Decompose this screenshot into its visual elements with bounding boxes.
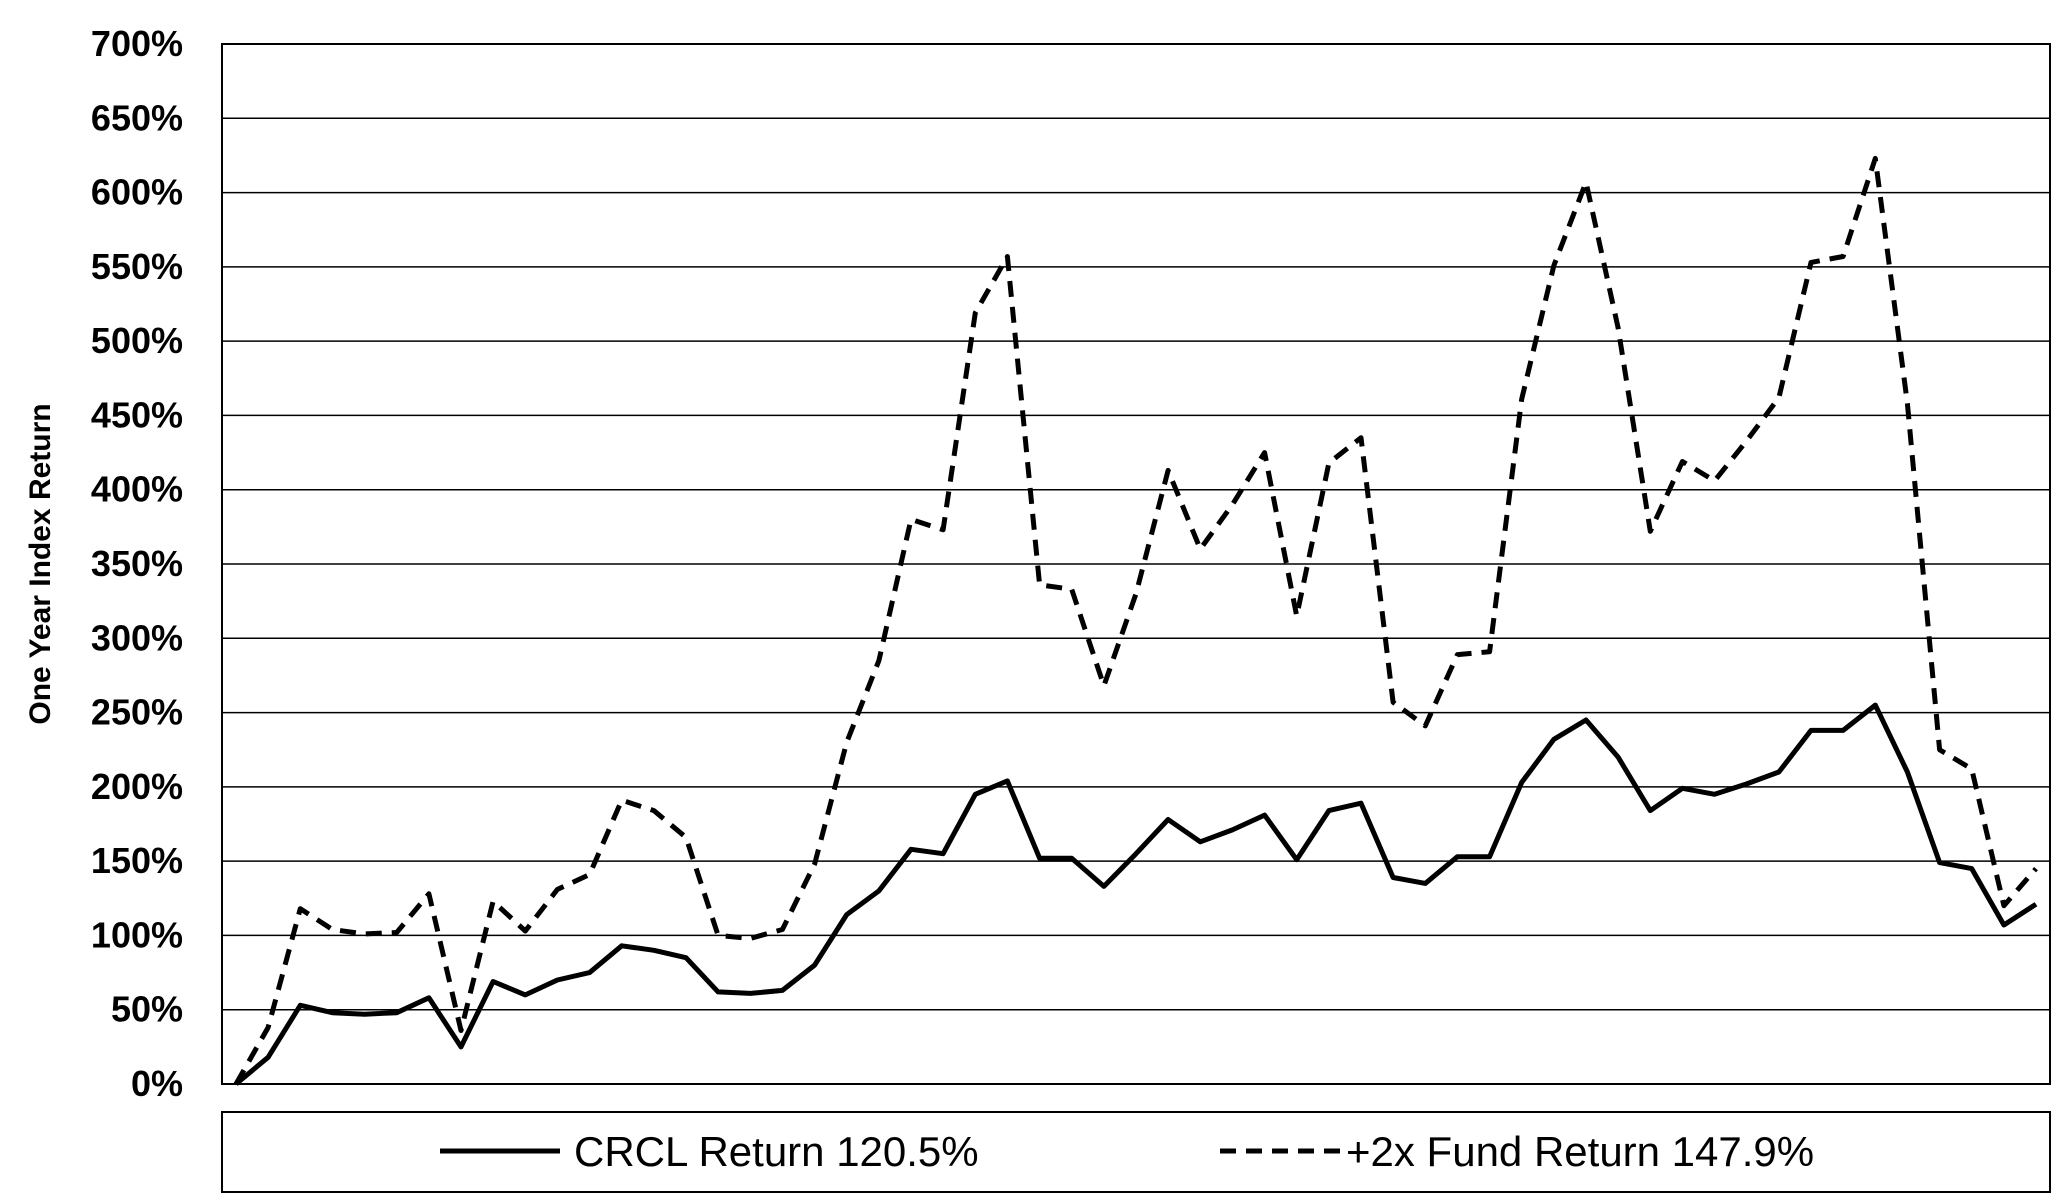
- y-tick-label: 450%: [91, 394, 183, 435]
- y-tick-label: 300%: [91, 617, 183, 658]
- legend-label-fund: +2x Fund Return 147.9%: [1346, 1128, 1814, 1175]
- y-tick-labels: 0% 50% 100% 150% 200% 250% 300% 350% 400% 450% 500…: [91, 23, 183, 1104]
- y-tick-label: 550%: [91, 246, 183, 287]
- legend-label-crcl: CRCL Return 120.5%: [574, 1128, 979, 1175]
- y-tick-label: 700%: [91, 23, 183, 64]
- plot-area-frame: [221, 43, 2051, 1085]
- y-tick-label: 600%: [91, 172, 183, 213]
- y-axis-label: One Year Index Return: [24, 403, 57, 724]
- y-tick-label: 150%: [91, 840, 183, 881]
- y-tick-label: 500%: [91, 320, 183, 361]
- y-tick-label: 50%: [111, 989, 183, 1030]
- series-lines: [233, 155, 2038, 1086]
- legend: CRCL Return 120.5% +2x Fund Return 147.9…: [221, 1111, 2051, 1193]
- y-tick-label: 350%: [91, 543, 183, 584]
- y-tick-label: 650%: [91, 97, 183, 138]
- gridlines: [222, 43, 2050, 1085]
- series-line-2x-fund: [233, 155, 2038, 1086]
- y-tick-label: 400%: [91, 469, 183, 510]
- y-tick-label: 200%: [91, 766, 183, 807]
- y-tick-label: 100%: [91, 914, 183, 955]
- y-tick-label: 0%: [131, 1063, 183, 1104]
- y-tick-label: 250%: [91, 692, 183, 733]
- series-line-crcl: [234, 702, 2038, 1086]
